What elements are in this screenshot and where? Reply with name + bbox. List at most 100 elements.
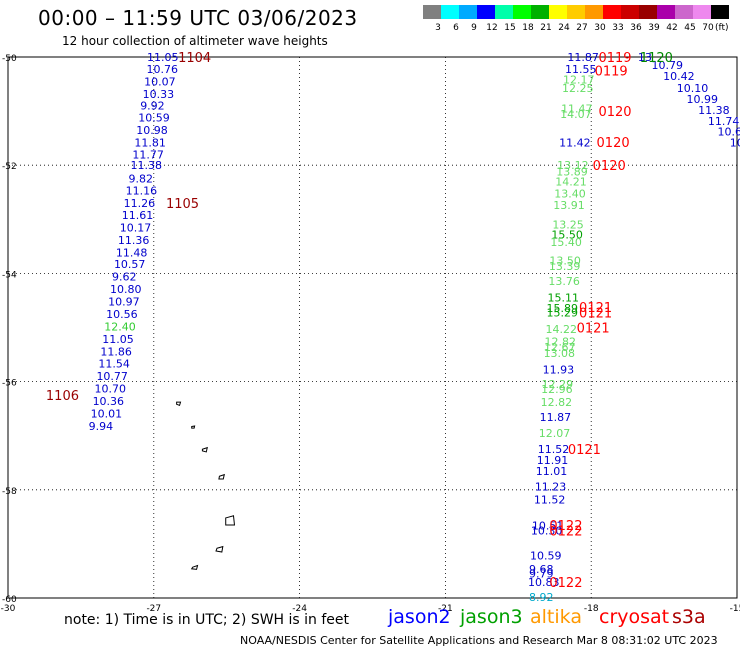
wave-height-value: 11.23 xyxy=(535,481,567,494)
legend-cryosat: cryosat xyxy=(599,606,670,628)
scale-swatch xyxy=(531,5,549,19)
wave-height-value: 14.22 xyxy=(546,323,578,336)
lat-tick-label: -56 xyxy=(2,379,17,389)
wave-height-value: 10.80 xyxy=(110,283,142,296)
scale-label: 70 xyxy=(702,23,714,33)
scale-label: 12 xyxy=(486,23,497,33)
wave-height-value: 12.25 xyxy=(562,82,594,95)
scale-label: 42 xyxy=(666,23,677,33)
wave-height-value: 13.25 xyxy=(552,219,584,232)
page-title: 00:00 – 11:59 UTC 03/06/2023 xyxy=(38,6,358,30)
pass-time-label: 0122 xyxy=(549,519,582,534)
wave-height-value: 10.99 xyxy=(686,93,718,106)
wave-height-value: 11.36 xyxy=(118,234,150,247)
lat-tick-label: -58 xyxy=(2,487,17,497)
scale-label: 21 xyxy=(540,23,551,33)
scale-swatch xyxy=(675,5,693,19)
wave-height-value: 12.07 xyxy=(539,427,571,440)
wave-height-value: 10.59 xyxy=(530,549,562,562)
wave-height-value: 11.77 xyxy=(132,148,164,161)
scale-swatch xyxy=(585,5,603,19)
wave-height-value: 10.42 xyxy=(663,70,695,83)
wave-height-value: 10.36 xyxy=(93,395,125,408)
wave-height-value: 14.21 xyxy=(555,175,587,188)
scale-label: 36 xyxy=(630,23,642,33)
wave-height-value: 10.98 xyxy=(136,124,168,137)
wave-height-value: 9.68 xyxy=(529,563,554,576)
pass-time-label: 1104 xyxy=(178,51,211,66)
wave-height-value: 10.07 xyxy=(144,75,176,88)
scale-swatch xyxy=(441,5,459,19)
scale-label: 33 xyxy=(612,23,623,33)
wave-height-value: 9.62 xyxy=(112,271,137,284)
wave-height-value: 12.67 xyxy=(544,341,576,354)
wave-height-value: 11.86 xyxy=(100,345,132,358)
wave-height-value: 11.38 xyxy=(698,104,730,117)
lat-tick-label: -60 xyxy=(2,595,17,605)
credit-line: NOAA/NESDIS Center for Satellite Applica… xyxy=(240,634,718,647)
wave-height-value: 10.56 xyxy=(106,308,138,321)
wave-height-value: 9.92 xyxy=(140,100,165,113)
island-outline xyxy=(201,446,208,453)
wave-height-value: 11.87 xyxy=(567,51,599,64)
wave-height-value: 9.82 xyxy=(129,173,154,186)
wave-height-value: 10.51 xyxy=(532,520,564,533)
wave-height-value: 10.17 xyxy=(120,221,152,234)
wave-height-value: 11.38 xyxy=(130,159,162,172)
pass-time-label: 0121 xyxy=(579,306,612,321)
island-outline xyxy=(190,564,199,570)
color-scale-legend: 3 6 9 12 15 18 21 24 27 30 33 36 39 42 45 70 (ft) xyxy=(423,5,729,33)
wave-height-value: 15.89 xyxy=(546,302,578,315)
wave-height-value: 10.82 xyxy=(730,136,740,149)
legend-s3a: s3a xyxy=(672,606,706,628)
lon-tick-label: -30 xyxy=(1,604,16,614)
wave-height-value: 12.82 xyxy=(545,336,577,349)
wave-height-value: 10.97 xyxy=(108,296,140,309)
scale-swatch xyxy=(639,5,657,19)
island-outline xyxy=(218,473,225,480)
wave-height-value: 10.30 xyxy=(531,524,563,537)
scale-swatch xyxy=(477,5,495,19)
wave-height-value: 14.07 xyxy=(560,108,592,121)
wave-height-value: 11.54 xyxy=(98,358,130,371)
legend-jason3: jason3 xyxy=(460,606,523,628)
scale-label: 27 xyxy=(576,23,587,33)
scale-label: 9 xyxy=(471,23,477,33)
scale-label: 39 xyxy=(648,23,660,33)
lon-tick-label: -21 xyxy=(438,604,453,614)
scale-swatch xyxy=(711,5,729,19)
wave-height-value: 10.33 xyxy=(143,88,175,101)
wave-height-value: 10.83 xyxy=(528,576,560,589)
wave-height-value: 11.48 xyxy=(116,246,148,259)
wave-height-value: 11.52 xyxy=(534,494,566,507)
island-outline xyxy=(225,515,236,526)
scale-label: 24 xyxy=(558,23,570,33)
wave-height-value: 11.16 xyxy=(126,185,158,198)
scale-swatch xyxy=(621,5,639,19)
wave-height-value: 13.08 xyxy=(544,347,576,360)
wave-height-value: 11.93 xyxy=(543,364,575,377)
wave-height-value: 15.40 xyxy=(550,236,582,249)
wave-height-value: 12.29 xyxy=(542,378,574,391)
scale-unit: (ft) xyxy=(715,23,729,33)
wave-height-value: 11.05 xyxy=(102,333,134,346)
pass-time-label: 0121 xyxy=(577,322,610,337)
wave-height-value: 13 xyxy=(638,51,652,64)
wave-height-value: 11.26 xyxy=(124,197,156,210)
island-outline xyxy=(191,425,196,429)
island-outline xyxy=(215,545,224,553)
scale-swatch xyxy=(567,5,585,19)
lat-tick-label: -50 xyxy=(2,54,17,64)
wave-height-value: 11.05 xyxy=(147,51,179,64)
wave-height-value: 11.52 xyxy=(538,443,570,456)
wave-height-value: 12.17 xyxy=(563,74,595,87)
wave-height-value: 10.10 xyxy=(677,82,709,95)
wave-height-value: 13.40 xyxy=(554,187,586,200)
pass-time-label: 0122 xyxy=(549,576,582,591)
wave-height-value: 13.76 xyxy=(548,275,580,288)
wave-height-value: 10.59 xyxy=(138,112,170,125)
wave-height-value: 11.74 xyxy=(708,115,740,128)
wave-height-value: 11.81 xyxy=(134,136,166,149)
wave-height-value: 10.33 xyxy=(739,148,740,161)
